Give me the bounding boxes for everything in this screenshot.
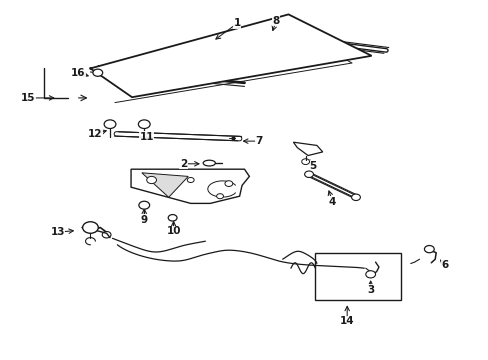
Circle shape [168,215,177,221]
Text: 7: 7 [255,136,263,146]
Polygon shape [142,173,188,197]
Circle shape [146,176,156,184]
Text: 10: 10 [166,226,181,236]
Circle shape [138,120,150,129]
Circle shape [304,171,313,177]
Text: 4: 4 [328,197,336,207]
Circle shape [93,69,102,76]
Text: 3: 3 [366,285,373,295]
Text: 2: 2 [180,159,186,169]
Circle shape [224,181,232,186]
Text: 11: 11 [139,132,154,142]
Text: 9: 9 [141,215,147,225]
Bar [315,253,400,300]
Circle shape [216,194,223,199]
Circle shape [424,246,433,253]
Text: 16: 16 [71,68,85,78]
Text: 14: 14 [339,316,354,326]
Text: 8: 8 [272,16,279,26]
Polygon shape [90,14,371,97]
Text: 12: 12 [88,129,102,139]
Text: 5: 5 [309,161,316,171]
Polygon shape [131,169,249,203]
Text: 1: 1 [233,18,240,28]
Text: 6: 6 [441,260,447,270]
Circle shape [365,271,375,278]
Circle shape [139,201,149,209]
Polygon shape [293,142,322,156]
Circle shape [351,194,360,201]
Circle shape [104,120,116,129]
Text: 13: 13 [50,227,65,237]
Circle shape [82,222,98,233]
Text: 15: 15 [21,93,36,103]
Circle shape [187,177,194,183]
Ellipse shape [203,160,215,166]
